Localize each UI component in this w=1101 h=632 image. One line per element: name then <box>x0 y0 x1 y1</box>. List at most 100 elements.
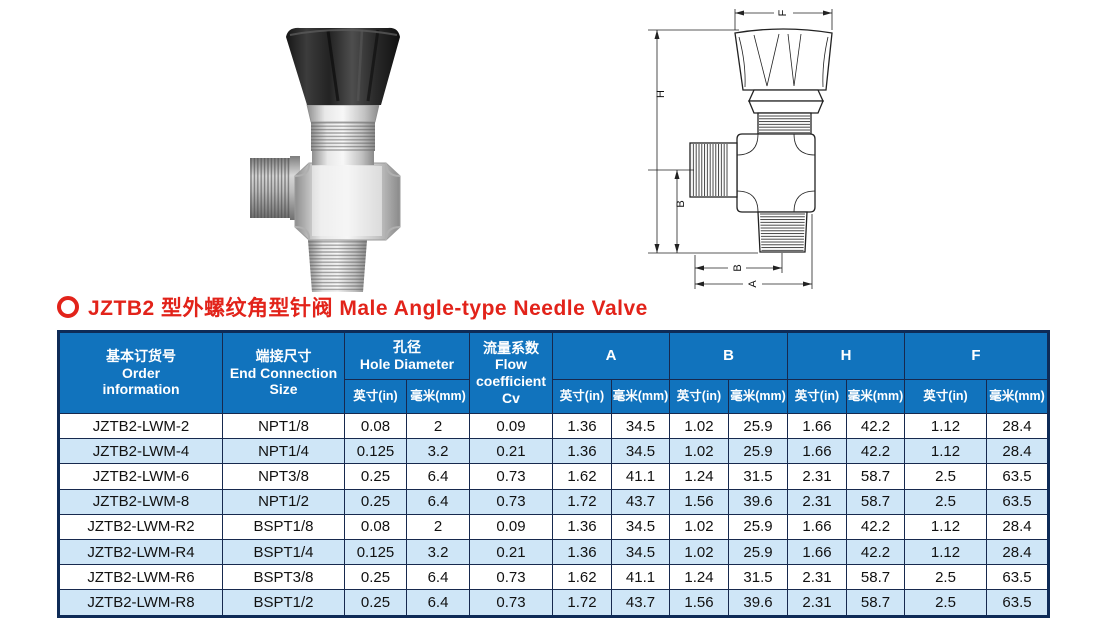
col-header-h: H <box>787 331 905 380</box>
spec-cell: 0.73 <box>469 488 553 515</box>
spec-cell: 1.12 <box>904 438 987 465</box>
spec-cell: 31.5 <box>728 463 788 490</box>
drawing-body <box>736 133 816 213</box>
drawing-knob <box>734 28 833 91</box>
drawing-hex-collar-lower <box>748 100 824 114</box>
red-ring-bullet-icon <box>57 296 79 318</box>
spec-cell: 6.4 <box>406 589 470 617</box>
spec-cell: JZTB2-LWM-R2 <box>58 513 223 540</box>
spec-cell: 0.73 <box>469 589 553 617</box>
dim-label-h: H <box>655 90 667 98</box>
spec-cell: 2.31 <box>787 589 847 617</box>
col-header-b: B <box>669 331 788 380</box>
spec-cell: 1.24 <box>669 564 729 591</box>
spec-table: 基本订货号 Order information 端接尺寸 End Connect… <box>57 330 1050 618</box>
spec-cell: 0.73 <box>469 463 553 490</box>
spec-cell: 1.02 <box>669 513 729 540</box>
spec-cell: 1.36 <box>552 513 612 540</box>
spec-cell: 58.7 <box>846 589 905 617</box>
spec-cell: 2.31 <box>787 564 847 591</box>
subheader-a-inch: 英寸(in) <box>552 379 612 414</box>
spec-cell: 1.12 <box>904 513 987 540</box>
subheader-h-inch: 英寸(in) <box>787 379 847 414</box>
subheader-a-mm: 毫米(mm) <box>611 379 670 414</box>
spec-cell: BSPT3/8 <box>222 564 345 591</box>
subheader-b-inch: 英寸(in) <box>669 379 729 414</box>
spec-cell: 6.4 <box>406 488 470 515</box>
spec-cell: 2.31 <box>787 488 847 515</box>
spec-cell: 2.5 <box>904 488 987 515</box>
spec-cell: 2.5 <box>904 589 987 617</box>
spec-cell: 1.66 <box>787 438 847 465</box>
spec-cell: 63.5 <box>986 564 1049 591</box>
spec-cell: 42.2 <box>846 513 905 540</box>
spec-cell: 3.2 <box>406 438 470 465</box>
col-header-order-information: 基本订货号 Order information <box>58 331 223 414</box>
spec-cell: 1.62 <box>552 463 612 490</box>
dimension-b-side: B <box>648 169 694 253</box>
spec-cell: 1.36 <box>552 538 612 566</box>
spec-cell: 2.31 <box>787 463 847 490</box>
spec-cell: 1.02 <box>669 438 729 465</box>
drawing-bottom-thread <box>757 211 808 253</box>
spec-cell: 0.73 <box>469 564 553 591</box>
spec-cell: 1.66 <box>787 412 847 440</box>
spec-cell: 58.7 <box>846 488 905 515</box>
spec-cell: 0.25 <box>344 589 407 617</box>
spec-cell: 63.5 <box>986 463 1049 490</box>
dim-label-b-bottom: B <box>732 264 744 271</box>
spec-cell: 34.5 <box>611 438 670 465</box>
spec-cell: JZTB2-LWM-R8 <box>58 589 223 617</box>
dim-label-a: A <box>747 280 759 288</box>
spec-table-body: JZTB2-LWM-2 NPT1/8 0.08 2 0.09 1.36 34.5 1.02 25… <box>58 412 1049 617</box>
spec-cell: 25.9 <box>728 513 788 540</box>
page-title: JZTB2 型外螺纹角型针阀 Male Angle-type Needle Va… <box>88 297 648 320</box>
spec-cell: 2.5 <box>904 463 987 490</box>
table-row: JZTB2-LWM-8 NPT1/2 0.25 6.4 0.73 1.72 43.7 1.56… <box>58 488 1049 515</box>
spec-cell: JZTB2-LWM-8 <box>58 488 223 515</box>
spec-cell: 0.09 <box>469 412 553 440</box>
table-row: JZTB2-LWM-R4 BSPT1/4 0.125 3.2 0.21 1.36 34.5 1… <box>58 538 1049 566</box>
valve-photo <box>250 27 401 292</box>
spec-cell: JZTB2-LWM-R4 <box>58 538 223 566</box>
photo-neck-flange <box>312 150 374 165</box>
spec-cell: JZTB2-LWM-6 <box>58 463 223 490</box>
spec-cell: 1.36 <box>552 412 612 440</box>
spec-cell: 39.6 <box>728 488 788 515</box>
spec-cell: 42.2 <box>846 412 905 440</box>
spec-cell: 0.125 <box>344 538 407 566</box>
dimension-b-bottom: B <box>694 253 783 289</box>
dimension-f: F <box>734 9 833 30</box>
spec-cell: 34.5 <box>611 412 670 440</box>
spec-cell: 43.7 <box>611 589 670 617</box>
col-header-a: A <box>552 331 670 380</box>
subheader-b-mm: 毫米(mm) <box>728 379 788 414</box>
spec-cell: 6.4 <box>406 564 470 591</box>
table-row: JZTB2-LWM-4 NPT1/4 0.125 3.2 0.21 1.36 34.5 1.0… <box>58 438 1049 465</box>
spec-cell: BSPT1/4 <box>222 538 345 566</box>
photo-hex-collar <box>306 104 380 123</box>
photo-body <box>294 162 401 241</box>
col-header-flow-coefficient: 流量系数 Flow coefficient Cv <box>469 331 553 414</box>
col-header-end-connection-size: 端接尺寸 End Connection Size <box>222 331 345 414</box>
dim-label-b-side: B <box>675 200 687 207</box>
spec-cell: 34.5 <box>611 538 670 566</box>
spec-cell: 1.36 <box>552 438 612 465</box>
subheader-f-mm: 毫米(mm) <box>986 379 1049 414</box>
col-header-f: F <box>904 331 1049 380</box>
spec-cell: JZTB2-LWM-R6 <box>58 564 223 591</box>
spec-cell: 31.5 <box>728 564 788 591</box>
subheader-h-mm: 毫米(mm) <box>846 379 905 414</box>
spec-cell: 1.72 <box>552 488 612 515</box>
spec-cell: 25.9 <box>728 438 788 465</box>
drawing-hex-collar <box>747 89 825 102</box>
spec-cell: NPT1/4 <box>222 438 345 465</box>
section-title: JZTB2 型外螺纹角型针阀 Male Angle-type Needle Va… <box>57 292 648 322</box>
subheader-f-inch: 英寸(in) <box>904 379 987 414</box>
spec-cell: BSPT1/8 <box>222 513 345 540</box>
drawing-side-thread <box>689 142 738 198</box>
spec-cell: 1.72 <box>552 589 612 617</box>
spec-cell: JZTB2-LWM-2 <box>58 412 223 440</box>
photo-stem-thread <box>311 122 375 151</box>
spec-cell: 1.66 <box>787 513 847 540</box>
